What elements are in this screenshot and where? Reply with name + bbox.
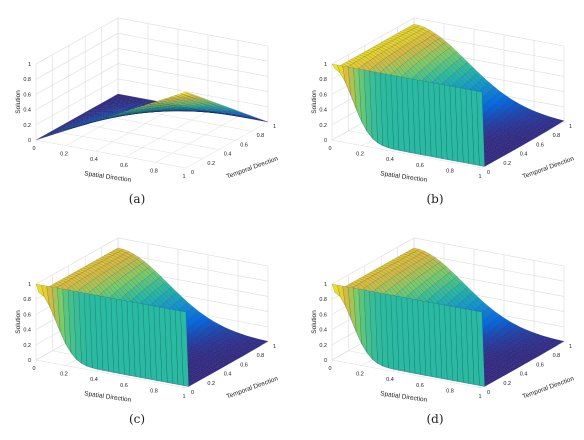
z-axis-label: Solution	[311, 90, 318, 114]
z-tick-label: 0.2	[319, 123, 327, 129]
y-tick-label: 1	[273, 124, 276, 130]
z-tick-label: 0.2	[319, 343, 327, 349]
y-axis-label: Temporal Direction	[522, 155, 576, 180]
z-tick-label: 0.6	[23, 312, 31, 318]
caption-d: (d)	[426, 412, 444, 426]
z-tick-label: 0.8	[319, 77, 327, 83]
z-tick-label: 0.8	[23, 297, 31, 303]
y-tick-label: 0.6	[240, 362, 248, 368]
x-axis-label: Spatial Direction	[84, 170, 132, 184]
x-tick-label: 0.2	[60, 152, 68, 158]
z-tick-label: 0.4	[319, 328, 327, 334]
x-tick-label: 1	[182, 394, 185, 400]
y-tick-label: 0.8	[553, 133, 561, 139]
z-tick-label: 0.6	[319, 92, 327, 98]
y-tick-label: 0.4	[520, 152, 528, 158]
z-tick-label: 0	[28, 358, 31, 364]
x-tick-label: 0.4	[386, 377, 394, 383]
x-tick-label: 0.6	[120, 163, 128, 169]
z-tick-label: 0.6	[23, 92, 31, 98]
z-tick-label: 1	[28, 62, 31, 68]
z-tick-label: 1	[28, 282, 31, 288]
x-tick-label: 0	[328, 366, 331, 372]
y-tick-label: 0.6	[240, 142, 248, 148]
z-tick-label: 0.8	[319, 297, 327, 303]
caption-c: (c)	[128, 412, 146, 426]
z-axis-label: Solution	[15, 90, 22, 114]
x-tick-label: 0.8	[150, 168, 158, 174]
x-tick-label: 0.8	[446, 388, 454, 394]
x-tick-label: 0.6	[416, 163, 424, 169]
x-tick-label: 0.2	[60, 372, 68, 378]
x-tick-label: 0	[32, 146, 35, 152]
x-tick-label: 0.2	[356, 152, 364, 158]
y-tick-label: 0.4	[224, 152, 232, 158]
z-axis-label: Solution	[15, 310, 22, 334]
y-tick-label: 0.2	[207, 161, 215, 167]
y-tick-label: 0.6	[536, 142, 544, 148]
z-tick-label: 0	[28, 138, 31, 144]
x-tick-label: 1	[478, 394, 481, 400]
y-tick-label: 0	[191, 170, 194, 176]
y-tick-label: 1	[569, 344, 572, 350]
y-tick-label: 0.2	[207, 381, 215, 387]
surface-plot-b: 00.20.40.60.8100.20.40.60.8100.20.40.60.…	[311, 17, 576, 184]
y-tick-label: 0.4	[224, 372, 232, 378]
z-tick-label: 0.4	[319, 108, 327, 114]
x-tick-label: 1	[478, 174, 481, 180]
surface-plot-c: 00.20.40.60.8100.20.40.60.8100.20.40.60.…	[15, 237, 280, 404]
x-tick-label: 0.6	[416, 383, 424, 389]
x-tick-label: 0.2	[356, 372, 364, 378]
x-axis-label: Spatial Direction	[380, 170, 428, 184]
y-tick-label: 0.2	[503, 161, 511, 167]
y-axis-label: Temporal Direction	[522, 375, 576, 400]
x-tick-label: 0	[328, 146, 331, 152]
y-tick-label: 0.4	[520, 372, 528, 378]
x-tick-label: 0.4	[90, 377, 98, 383]
y-tick-label: 0	[487, 390, 490, 396]
y-tick-label: 1	[273, 344, 276, 350]
x-tick-label: 0.4	[90, 157, 98, 163]
z-tick-label: 0	[324, 358, 327, 364]
z-tick-label: 0.2	[23, 123, 31, 129]
x-axis-label: Spatial Direction	[380, 390, 428, 404]
y-tick-label: 0.8	[553, 353, 561, 359]
x-tick-label: 0	[32, 366, 35, 372]
surface-plot-a: 00.20.40.60.8100.20.40.60.8100.20.40.60.…	[15, 17, 280, 184]
y-axis-label: Temporal Direction	[226, 155, 280, 180]
y-tick-label: 0.8	[257, 133, 265, 139]
y-tick-label: 0	[191, 390, 194, 396]
y-tick-label: 0	[487, 170, 490, 176]
caption-b: (b)	[426, 192, 444, 206]
y-axis-label: Temporal Direction	[226, 375, 280, 400]
x-tick-label: 0.4	[386, 157, 394, 163]
z-tick-label: 0.4	[23, 328, 31, 334]
x-tick-label: 0.6	[120, 383, 128, 389]
x-tick-label: 0.8	[150, 388, 158, 394]
x-tick-label: 1	[182, 174, 185, 180]
y-tick-label: 0.8	[257, 353, 265, 359]
x-axis-label: Spatial Direction	[84, 390, 132, 404]
y-tick-label: 0.2	[503, 381, 511, 387]
z-tick-label: 1	[324, 62, 327, 68]
y-tick-label: 1	[569, 124, 572, 130]
surface-plot-d: 00.20.40.60.8100.20.40.60.8100.20.40.60.…	[311, 237, 576, 404]
z-tick-label: 0.4	[23, 108, 31, 114]
z-tick-label: 0.2	[23, 343, 31, 349]
z-tick-label: 0	[324, 138, 327, 144]
z-tick-label: 1	[324, 282, 327, 288]
caption-a: (a)	[128, 192, 146, 206]
z-tick-label: 0.8	[23, 77, 31, 83]
y-tick-label: 0.6	[536, 362, 544, 368]
z-axis-label: Solution	[311, 310, 318, 334]
z-tick-label: 0.6	[319, 312, 327, 318]
x-tick-label: 0.8	[446, 168, 454, 174]
